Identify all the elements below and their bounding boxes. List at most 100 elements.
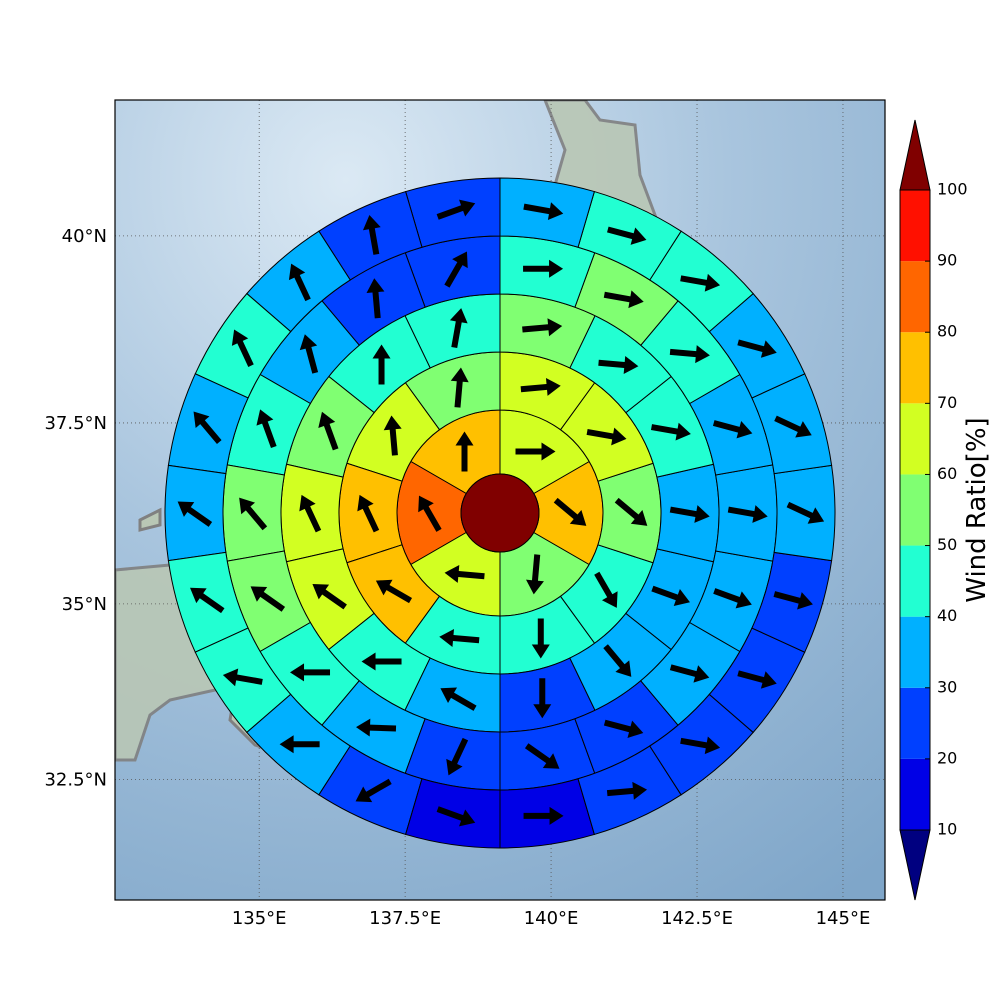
- wind-arrow: [737, 670, 777, 689]
- wind-arrow: [523, 259, 564, 278]
- colorbar-label: Wind Ratio[%]: [962, 417, 992, 602]
- wind-arrow: [713, 588, 752, 609]
- colorbar-bin: [900, 758, 930, 830]
- wind-arrow: [436, 199, 476, 220]
- wind-arrow: [288, 263, 311, 302]
- wind-arrow: [680, 736, 721, 755]
- colorbar-tick-label: 30: [937, 677, 957, 696]
- wind-arrow: [372, 344, 391, 385]
- wind-arrow: [318, 411, 339, 451]
- x-tick-label: 140°E: [524, 908, 579, 929]
- axes-frame: [114, 99, 886, 901]
- colorbar-bin: [900, 687, 930, 759]
- wind-arrow: [526, 554, 544, 595]
- wind-arrow: [606, 781, 648, 800]
- wind-arrow: [444, 564, 485, 583]
- colorbar-under: [899, 829, 931, 901]
- wind-arrow: [446, 737, 469, 776]
- wind-arrow: [436, 806, 476, 827]
- wind-arrow: [607, 226, 647, 245]
- colorbar-tick-label: 50: [937, 535, 957, 554]
- wind-arrow: [603, 644, 632, 677]
- y-tick-label: 40°N: [62, 226, 107, 247]
- colorbar-bin: [900, 403, 930, 475]
- wind-arrow: [523, 202, 564, 221]
- wind-arrow: [439, 629, 480, 647]
- wind-arrow: [299, 494, 322, 533]
- wind-arrow: [455, 431, 474, 472]
- wind-arrow: [522, 318, 563, 337]
- colorbar-tick-label: 40: [937, 606, 957, 625]
- wind-arrow: [190, 587, 225, 614]
- wind-arrow: [774, 415, 812, 438]
- ticks: 135°E 137.5°E 140°E 142.5°E 145°E 32.5°N 35°N 3…: [44, 226, 870, 929]
- y-tick-label: 32.5°N: [44, 769, 107, 790]
- wind-arrow: [222, 668, 263, 687]
- colorbar-bin: [900, 190, 930, 262]
- colorbar-tick-label: 20: [937, 748, 957, 767]
- wind-arrow: [366, 278, 385, 319]
- sectors: [164, 177, 836, 849]
- wind-arrow: [680, 273, 721, 292]
- colorbar-tick-label: 60: [937, 464, 957, 483]
- wind-arrow: [531, 618, 550, 659]
- wind-arrow: [727, 505, 768, 523]
- wind-arrow: [312, 583, 347, 610]
- colorbar-tick-label: 70: [937, 393, 957, 412]
- colorbar-bin: [900, 332, 930, 404]
- center-disc: [460, 473, 540, 553]
- colorbar-frame: [899, 189, 931, 831]
- wind-arrow: [594, 571, 618, 608]
- wind-arrow: [361, 652, 402, 671]
- wind-arrow: [614, 497, 648, 526]
- wind-arrow: [524, 743, 560, 769]
- wind-arrow: [669, 345, 710, 364]
- colorbar: 10 20 30 40 50 60 70 80 90 100: [899, 119, 968, 901]
- wind-arrow: [737, 339, 777, 358]
- wind-arrow: [299, 334, 319, 374]
- wind-arrow: [256, 409, 277, 448]
- wind-arrow: [669, 664, 710, 683]
- wind-arrow: [533, 678, 552, 719]
- wind-arrow: [603, 290, 644, 309]
- y-tick-label: 35°N: [62, 594, 107, 615]
- colorbar-tick-label: 80: [937, 322, 957, 341]
- x-tick-label: 145°E: [816, 908, 871, 929]
- wind-arrow: [193, 411, 222, 445]
- wind-arrow: [449, 308, 468, 348]
- colorbar-over: [899, 119, 931, 191]
- colorbar-tick-label: 100: [937, 180, 968, 199]
- wind-arrow: [520, 377, 561, 396]
- x-tick-label: 142.5°E: [661, 908, 733, 929]
- wind-arrow: [450, 367, 469, 408]
- wind-arrow: [603, 719, 644, 739]
- y-tick-label: 37.5°N: [44, 413, 107, 434]
- wind-arrow: [383, 415, 402, 456]
- wind-arrow: [362, 214, 381, 255]
- wind-arrow: [177, 501, 213, 527]
- colorbar-bin: [900, 261, 930, 333]
- wind-arrow: [712, 420, 753, 439]
- colorbar-bin: [900, 616, 930, 688]
- wind-arrow: [355, 778, 392, 803]
- colorbar-bin: [900, 545, 930, 617]
- wind-arrow: [357, 494, 380, 533]
- wind-arrow: [515, 442, 556, 461]
- colorbar-bin: [900, 474, 930, 546]
- wind-arrow: [375, 579, 413, 604]
- wind-arrow: [250, 586, 286, 612]
- wind-arrow: [669, 505, 710, 523]
- wind-arrow: [444, 251, 468, 288]
- x-tick-label: 137.5°E: [369, 908, 441, 929]
- x-tick-label: 135°E: [232, 908, 287, 929]
- wind-arrow: [598, 356, 639, 374]
- wind-arrow: [418, 495, 442, 532]
- colorbar-tick-label: 90: [937, 251, 957, 270]
- wind-arrow: [650, 422, 691, 441]
- wind-arrow: [786, 501, 825, 524]
- colorbar-tick-label: 10: [937, 820, 957, 839]
- wind-arrow: [356, 718, 397, 737]
- wind-arrow: [586, 427, 627, 446]
- wind-arrow: [773, 591, 813, 610]
